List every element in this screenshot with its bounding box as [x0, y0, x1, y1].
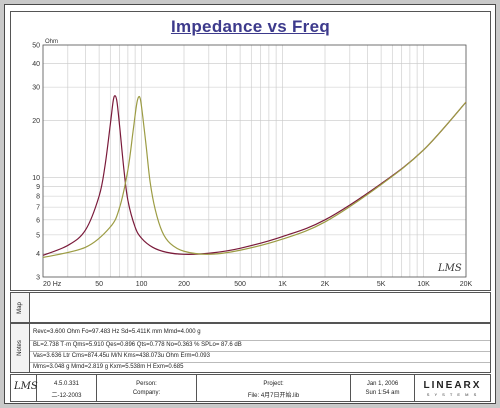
footer-version: 4.5.0.331 二-12-2003 — [37, 375, 97, 401]
x-tick-label: 2K — [321, 281, 330, 288]
footer-project: Project: File: 4月7日开始.lib — [197, 375, 351, 401]
y-tick-label: 3 — [36, 275, 40, 282]
brand-subtitle: S Y S T E M S — [426, 392, 479, 397]
y-tick-label: 8 — [36, 194, 40, 201]
impedance-chart: 20 Hz 50 100 200 500 1K 2K 5K 10K 20K 3 4 5 6 7 8 9 10 20 3… — [32, 39, 473, 288]
map-label: Map — [17, 301, 23, 314]
lms-watermark: LMS — [437, 263, 462, 274]
y-tick-label: 4 — [36, 251, 40, 258]
y-tick-label: 9 — [36, 184, 40, 191]
y-unit-label: Ohm — [45, 39, 58, 45]
y-tick-label: 5 — [36, 232, 40, 239]
note-line: Mms=3.048 g Mmd=2.819 g Kxm=5.538m H Exm… — [33, 364, 184, 370]
x-tick-label: 5K — [377, 281, 386, 288]
y-tick-label: 50 — [32, 43, 40, 50]
date-text: Jan 1, 2006 — [366, 381, 399, 387]
chart-title: Impedance vs Freq — [170, 17, 331, 36]
y-tick-label: 7 — [36, 205, 40, 212]
notes-label: Notes — [17, 340, 23, 356]
footer-person: Person: Company: — [97, 375, 197, 401]
chart-panel: Impedance vs Freq 20 Hz 50 100 200 500 1K 2K 5K… — [10, 11, 491, 291]
x-tick-label: 200 — [178, 281, 190, 288]
version-text: 4.5.0.331 — [53, 381, 80, 387]
x-tick-label: 20 Hz — [43, 281, 62, 288]
time-text: Sun 1:54 am — [365, 390, 400, 396]
map-panel — [30, 292, 491, 323]
note-line: Revc=3.600 Ohm Fo=97.483 Hz Sd=5.411K mm… — [33, 329, 201, 335]
note-line: Vas=3.636 Ltr Cms=874.45u M/N Kms=438.07… — [33, 353, 210, 359]
y-tick-label: 20 — [32, 118, 40, 125]
lms-logo: LMS — [14, 381, 38, 392]
y-tick-label: 6 — [36, 217, 40, 224]
file-label: File: 4月7日开始.lib — [247, 393, 300, 399]
footer-date: Jan 1, 2006 Sun 1:54 am — [351, 375, 415, 401]
report-frame: Impedance vs Freq 20 Hz 50 100 200 500 1K 2K 5K… — [4, 4, 496, 404]
note-line: BL=2.738 T·m Qms=5.910 Qes=0.896 Qts=0.7… — [33, 342, 242, 348]
version-date: 二-12-2003 — [51, 393, 82, 399]
brand-logo: LINEARX — [423, 380, 482, 391]
x-tick-label: 20K — [460, 281, 473, 288]
notes-tab: Notes — [10, 323, 30, 373]
x-tick-label: 100 — [136, 281, 148, 288]
notes-panel: Revc=3.600 Ohm Fo=97.483 Hz Sd=5.411K mm… — [30, 323, 491, 373]
plot-frame — [42, 44, 467, 278]
impedance-series-line — [42, 95, 467, 259]
y-tick-label: 40 — [32, 61, 40, 68]
company-label: Company: — [132, 390, 161, 396]
y-tick-label: 30 — [32, 85, 40, 92]
footer-logo: LMS — [11, 375, 38, 401]
x-tick-label: 500 — [234, 281, 246, 288]
person-label: Person: — [136, 381, 157, 387]
footer-brand: LINEARX S Y S T E M S — [415, 375, 490, 401]
y-tick-label: 10 — [32, 175, 40, 182]
impedance-series-line — [42, 95, 467, 256]
footer-bar: LMS 4.5.0.331 二-12-2003 Person: Company:… — [10, 374, 491, 402]
x-tick-label: 50 — [95, 281, 103, 288]
x-tick-label: 1K — [278, 281, 287, 288]
map-tab: Map — [10, 292, 30, 323]
x-tick-label: 10K — [417, 281, 430, 288]
project-label: Project: — [263, 381, 284, 387]
